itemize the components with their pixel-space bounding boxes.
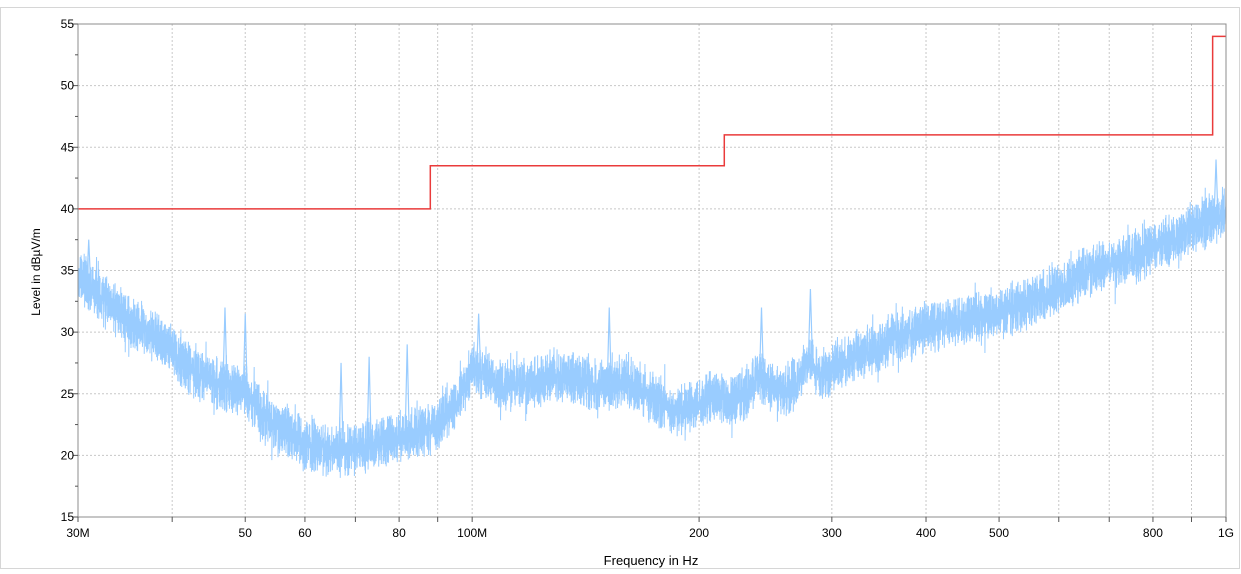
x-tick-label: 400 (916, 526, 936, 540)
y-tick-label: 40 (61, 202, 75, 216)
measured-peak (807, 288, 814, 359)
plot-series (77, 35, 1227, 478)
measured-peak (222, 307, 228, 386)
y-tick-label: 45 (61, 140, 75, 154)
measured-peak (404, 344, 410, 435)
x-tick-label: 300 (822, 526, 842, 540)
measured-peak (242, 313, 248, 394)
x-tick-label: 200 (689, 526, 709, 540)
x-axis-label: Frequency in Hz (604, 553, 699, 568)
x-tick-label: 30M (66, 526, 89, 540)
x-tick-label: 1G (1218, 526, 1234, 540)
measured-peak (366, 356, 372, 446)
measured-peak (86, 239, 92, 287)
x-tick-label: 80 (392, 526, 406, 540)
x-tick-label: 100M (457, 526, 487, 540)
x-tick-label: 60 (298, 526, 312, 540)
measured-peak (338, 362, 344, 450)
measured-peak (758, 307, 765, 378)
y-axis-label: Level in dBµV/m (29, 228, 43, 316)
measured-peak (606, 307, 612, 387)
y-tick-label: 50 (61, 79, 75, 93)
y-tick-label: 15 (61, 510, 75, 524)
y-tick-label: 30 (61, 325, 75, 339)
y-tick-label: 25 (61, 387, 75, 401)
measured-peak (1213, 159, 1219, 219)
y-tick-label: 35 (61, 264, 75, 278)
axes: 15 20 25 30 35 40 45 50 55 30M 50 60 80 100M 200 300 400… (61, 17, 1234, 540)
x-tick-label: 800 (1143, 526, 1163, 540)
x-tick-label: 50 (239, 526, 253, 540)
measured-level-line (77, 186, 1227, 478)
y-tick-label: 20 (61, 448, 75, 462)
measured-peak (476, 313, 482, 372)
limit-line (78, 35, 1226, 210)
x-tick-label: 500 (989, 526, 1009, 540)
y-tick-label: 55 (61, 17, 75, 31)
